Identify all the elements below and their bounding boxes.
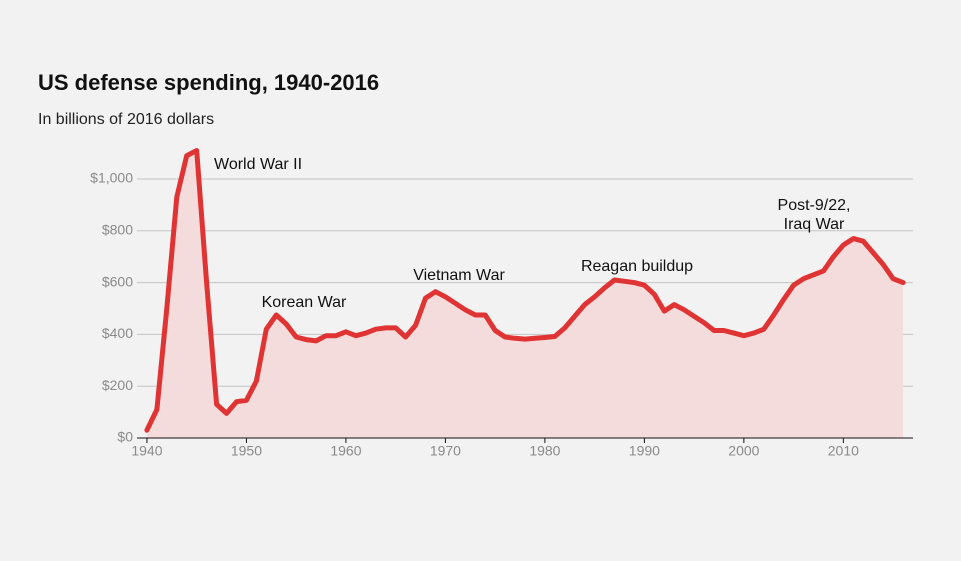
chart-subtitle: In billions of 2016 dollars — [38, 111, 214, 128]
y-tick-label: $800 — [102, 222, 133, 238]
y-tick-label: $600 — [102, 273, 133, 289]
annotation: Korean War — [262, 294, 347, 311]
annotation: Reagan buildup — [581, 258, 693, 275]
x-tick-label: 2010 — [828, 443, 859, 459]
x-tick-label: 1950 — [231, 443, 262, 459]
y-tick-label: $0 — [117, 429, 133, 445]
y-tick-label: $200 — [102, 377, 133, 393]
x-tick-label: 1970 — [430, 443, 461, 459]
annotation: Post-9/22, — [778, 197, 851, 214]
y-tick-label: $1,000 — [90, 170, 133, 186]
annotation: Iraq War — [784, 216, 845, 233]
x-tick-label: 2000 — [728, 443, 759, 459]
x-tick-label: 1960 — [330, 443, 361, 459]
annotation: Vietnam War — [413, 267, 505, 284]
annotation: World War II — [214, 156, 302, 173]
x-tick-label: 1940 — [131, 443, 162, 459]
x-tick-label: 1990 — [629, 443, 660, 459]
x-tick-label: 1980 — [529, 443, 560, 459]
chart-title: US defense spending, 1940-2016 — [38, 70, 379, 95]
line — [144, 148, 906, 433]
area — [146, 150, 904, 438]
y-tick-label: $400 — [102, 325, 133, 341]
